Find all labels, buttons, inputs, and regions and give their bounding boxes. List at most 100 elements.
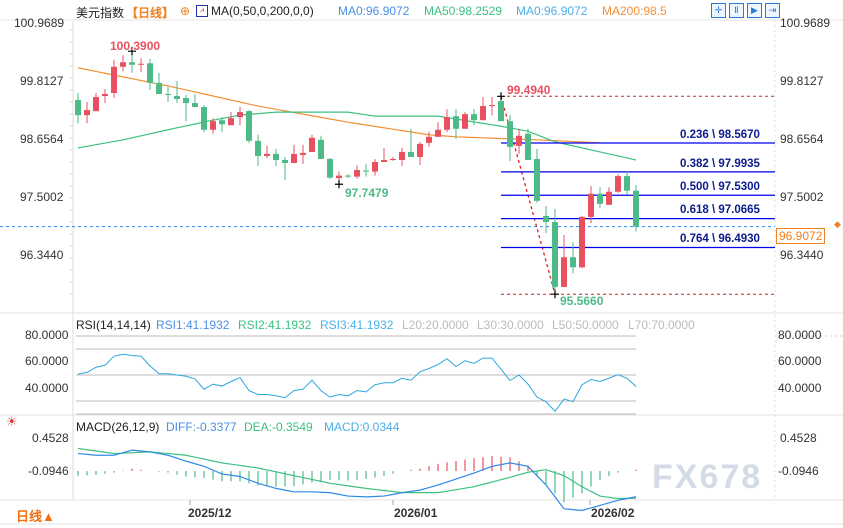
candle-body xyxy=(570,257,576,268)
rsi-l20: L20:20.0000 xyxy=(402,318,469,332)
candle-body xyxy=(291,153,297,164)
ma50-value: MA50:98.2529 xyxy=(424,4,503,18)
candle-body xyxy=(381,159,387,163)
fib-level-label: 0.382 \ 97.9935 xyxy=(680,158,760,170)
candle-body xyxy=(588,193,594,217)
candle-body xyxy=(399,151,405,160)
rsi-l30: L30:30.0000 xyxy=(477,318,544,332)
candle-body xyxy=(363,170,369,172)
candle-body xyxy=(579,216,585,268)
watermark-logo: FX678 xyxy=(652,458,763,496)
candle-body xyxy=(543,215,549,222)
extreme-marker xyxy=(335,180,343,189)
candle-body xyxy=(156,82,162,94)
candle-body xyxy=(408,151,414,157)
price-axis-left-label: 98.6564 xyxy=(20,132,64,146)
ma200-value: MA200:98.5 xyxy=(602,4,667,18)
price-axis-right-label: 96.3440 xyxy=(780,248,824,262)
candle-body xyxy=(282,159,288,164)
candle-body xyxy=(228,118,234,126)
macd-axis-label: 0.4528 xyxy=(780,431,817,445)
candle-body xyxy=(174,96,180,100)
candle-body xyxy=(201,107,207,130)
rsi-l50: L50:50.0000 xyxy=(552,318,619,332)
candle-body xyxy=(309,137,315,152)
macd-value: MACD:0.0344 xyxy=(324,420,400,434)
candle-body xyxy=(255,140,261,156)
rsi2-value: RSI2:41.1932 xyxy=(238,318,312,332)
price-axis-right-label: 99.8127 xyxy=(780,74,824,88)
fib-level-label: 0.500 \ 97.5300 xyxy=(680,181,760,193)
candle-body xyxy=(318,139,324,159)
candle-body xyxy=(624,176,630,191)
price-marker-arrow-icon: ◆ xyxy=(834,219,841,229)
ma0b-value: MA0:96.9072 xyxy=(516,4,588,18)
rsi-axis-label: 80.0000 xyxy=(778,328,822,342)
settings-sun-icon[interactable]: ☀ xyxy=(6,414,18,429)
candle-body xyxy=(102,93,108,97)
macd-dea-line xyxy=(77,447,637,500)
fib-level-label: 0.764 \ 96.4930 xyxy=(680,233,760,245)
ma50-line xyxy=(77,111,637,161)
rsi-axis-label: 60.0000 xyxy=(778,354,822,368)
candle-body xyxy=(264,153,270,156)
candle-body xyxy=(147,63,153,83)
candle-body xyxy=(246,111,252,141)
candle-body xyxy=(75,100,81,116)
candle-body xyxy=(516,135,522,146)
price-axis-left-label: 97.5002 xyxy=(20,190,64,204)
extreme-marker xyxy=(497,92,505,101)
candle-body xyxy=(219,120,225,125)
candle-body xyxy=(237,112,243,118)
rsi-l70: L70:70.0000 xyxy=(628,318,695,332)
candle-body xyxy=(453,116,459,129)
crosshair-icon[interactable]: ✛ xyxy=(711,3,726,18)
price-axis-right-label: 97.5002 xyxy=(780,190,824,204)
x-axis-label: 2025/12 xyxy=(188,506,232,520)
period-switch-button[interactable]: 日线▲ xyxy=(16,509,55,524)
rsi-axis-label: 40.0000 xyxy=(778,381,822,395)
candle-body xyxy=(426,136,432,143)
price-axis-right-label: 100.9689 xyxy=(780,16,831,30)
candle-body xyxy=(444,117,450,130)
price-axis-right-label: 98.6564 xyxy=(780,132,824,146)
price-axis-left-label: 100.9689 xyxy=(14,16,65,30)
candle-body xyxy=(633,190,639,227)
price-axis-left-label: 99.8127 xyxy=(20,74,64,88)
swing-low-annotation: 95.5660 xyxy=(560,294,604,308)
crosshair-toggle-icon[interactable]: ⊕ xyxy=(180,4,191,18)
ma0-value: MA0:96.9072 xyxy=(338,4,410,18)
rsi1-value: RSI1:41.1932 xyxy=(156,318,230,332)
candle-body xyxy=(273,153,279,160)
candle-body xyxy=(165,93,171,95)
candle-body xyxy=(480,106,486,121)
candle-body xyxy=(129,62,135,65)
candle-body xyxy=(462,114,468,129)
candle-body xyxy=(597,193,603,204)
step-forward-icon[interactable]: ▶ xyxy=(747,3,762,18)
x-axis-label: 2026/02 xyxy=(591,506,635,520)
zoom-in-icon[interactable]: Ⅱ xyxy=(729,3,744,18)
candle-body xyxy=(327,158,333,178)
candle-body xyxy=(498,101,504,122)
candle-body xyxy=(300,152,306,155)
indicator-icon[interactable]: ⩘ xyxy=(196,5,208,17)
candle-body xyxy=(525,133,531,160)
instrument-title: 美元指数 xyxy=(76,6,125,20)
period-label[interactable]: 【日线】 xyxy=(126,6,175,20)
candle-body xyxy=(111,66,117,93)
ma-label: MA(0,50,0,200,0,0) xyxy=(211,4,314,18)
candle-body xyxy=(552,221,558,287)
candle-body xyxy=(345,175,351,177)
high-annotation: 100.3900 xyxy=(110,39,161,53)
rsi-title: RSI(14,14,14) xyxy=(76,318,151,332)
go-end-icon[interactable]: ⇥ xyxy=(765,3,780,18)
candle-body xyxy=(471,114,477,121)
ma200-line xyxy=(77,67,601,144)
candle-body xyxy=(489,105,495,107)
candle-body xyxy=(390,158,396,160)
macd-diff-line xyxy=(77,449,637,512)
fib-level-label: 0.618 \ 97.0665 xyxy=(680,204,760,216)
candle-body xyxy=(507,121,513,147)
